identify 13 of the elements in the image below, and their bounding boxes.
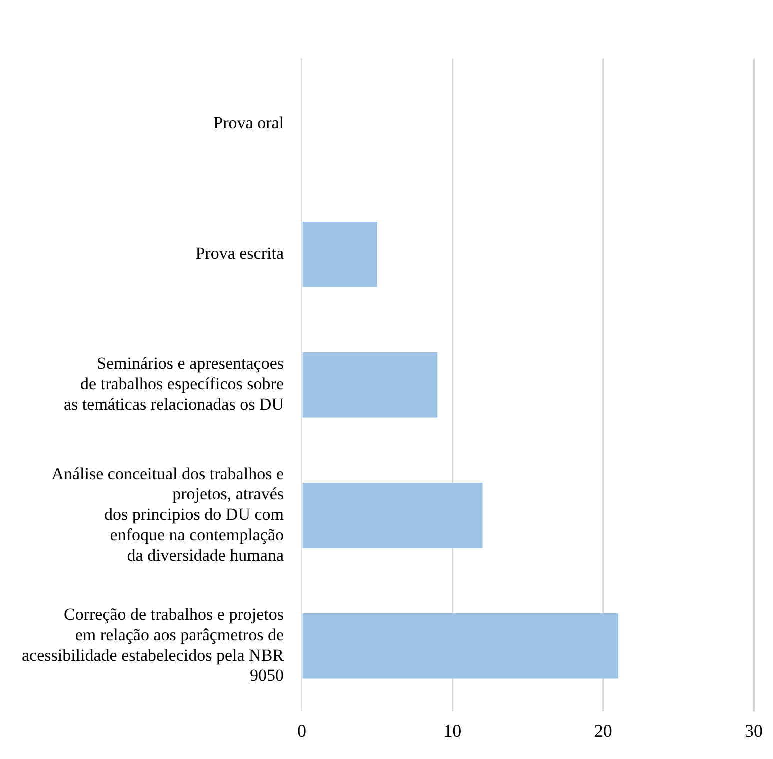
y-tick-label: Seminários e apresentaçoes de trabalhos específicos sobre as temáticas relacionadas os DU [64, 354, 284, 414]
x-tick-label: 30 [745, 720, 763, 741]
y-tick-label: Correção de trabalhos e projetos em relação aos parâçmetros de acessibilidade estabelecidos pela NBR 9050 [22, 605, 285, 686]
x-tick-label: 20 [594, 720, 612, 741]
y-tick-label: Prova escrita [196, 244, 284, 264]
x-tick-label: 10 [444, 720, 462, 741]
bar [302, 614, 618, 679]
bar [302, 482, 483, 548]
bar [302, 222, 378, 288]
bar [302, 352, 438, 418]
y-tick-label: Prova oral [214, 114, 284, 133]
x-tick-label: 0 [298, 720, 306, 741]
y-tick-label: Análise conceitual dos trabalhos e projetos, através dos principios do DU com enfoque na contemplação da diversidade humana [52, 464, 284, 565]
